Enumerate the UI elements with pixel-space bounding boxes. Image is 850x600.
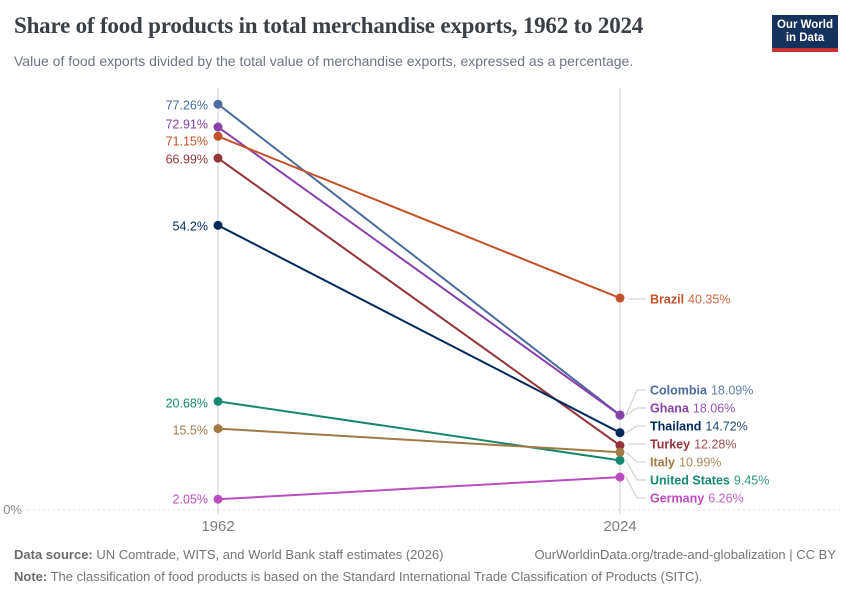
end-entity-label-brazil[interactable]: Brazil 40.35% (650, 293, 730, 307)
end-dot-italy[interactable] (615, 447, 625, 457)
start-value-label-colombia[interactable]: 77.26% (166, 99, 208, 113)
end-entity-label-colombia[interactable]: Colombia 18.09% (650, 384, 753, 398)
start-dot-ghana[interactable] (213, 122, 223, 132)
end-dot-thailand[interactable] (615, 428, 625, 438)
leader-colombia (625, 389, 646, 416)
end-entity-label-thailand[interactable]: Thailand 14.72% (650, 420, 748, 434)
start-value-label-turkey[interactable]: 66.99% (166, 153, 208, 167)
leader-united-states (625, 460, 646, 481)
chart-note: Note: The classification of food product… (14, 569, 703, 584)
start-value-label-germany[interactable]: 2.05% (173, 493, 208, 507)
series-line-germany[interactable] (217, 476, 621, 501)
start-dot-thailand[interactable] (213, 220, 223, 230)
start-value-label-united-states[interactable]: 20.68% (166, 397, 208, 411)
end-dot-germany[interactable] (615, 472, 625, 482)
logo-accent-bar (772, 48, 838, 52)
leader-germany (625, 476, 646, 499)
x-tick-1962: 1962 (201, 518, 234, 535)
start-value-label-ghana[interactable]: 72.91% (166, 118, 208, 132)
end-entity-label-united-states[interactable]: United States 9.45% (650, 474, 769, 488)
data-source: Data source: UN Comtrade, WITS, and Worl… (14, 547, 444, 562)
chart-subtitle: Value of food exports divided by the tot… (14, 53, 634, 69)
x-tick-2024: 2024 (603, 518, 636, 535)
end-dot-brazil[interactable] (615, 293, 625, 303)
start-dot-united-states[interactable] (213, 396, 223, 406)
chart-footer: Data source: UN Comtrade, WITS, and Worl… (14, 546, 836, 585)
series-line-thailand[interactable] (217, 224, 621, 434)
end-entity-label-germany[interactable]: Germany 6.26% (650, 492, 744, 506)
end-dot-ghana[interactable] (615, 410, 625, 420)
start-dot-colombia[interactable] (213, 99, 223, 109)
leader-thailand (625, 425, 646, 434)
end-entity-label-ghana[interactable]: Ghana 18.06% (650, 402, 735, 416)
series-line-brazil[interactable] (217, 135, 621, 299)
leader-ghana (625, 407, 646, 416)
end-entity-label-italy[interactable]: Italy 10.99% (650, 456, 721, 470)
end-dot-united-states[interactable] (615, 455, 625, 465)
end-dot-turkey[interactable] (615, 440, 625, 450)
series-line-united-states[interactable] (217, 400, 621, 462)
owid-logo-text: Our World in Data (772, 15, 838, 48)
start-value-label-italy[interactable]: 15.5% (173, 424, 208, 438)
owid-logo[interactable]: Our World in Data (772, 15, 838, 52)
series-line-ghana[interactable] (217, 126, 621, 416)
y-axis-zero-label: 0% (3, 502, 22, 517)
series-line-italy[interactable] (217, 427, 621, 454)
start-dot-turkey[interactable] (213, 153, 223, 163)
leader-italy (625, 451, 646, 463)
start-dot-italy[interactable] (213, 424, 223, 434)
start-value-label-thailand[interactable]: 54.2% (173, 220, 208, 234)
page-title: Share of food products in total merchand… (14, 13, 644, 38)
start-dot-brazil[interactable] (213, 131, 223, 141)
start-dot-germany[interactable] (213, 494, 223, 504)
start-value-label-brazil[interactable]: 71.15% (166, 135, 208, 149)
owid-link[interactable]: OurWorldinData.org/trade-and-globalizati… (534, 547, 836, 562)
series-line-colombia[interactable] (217, 103, 621, 416)
end-entity-label-turkey[interactable]: Turkey 12.28% (650, 438, 736, 452)
